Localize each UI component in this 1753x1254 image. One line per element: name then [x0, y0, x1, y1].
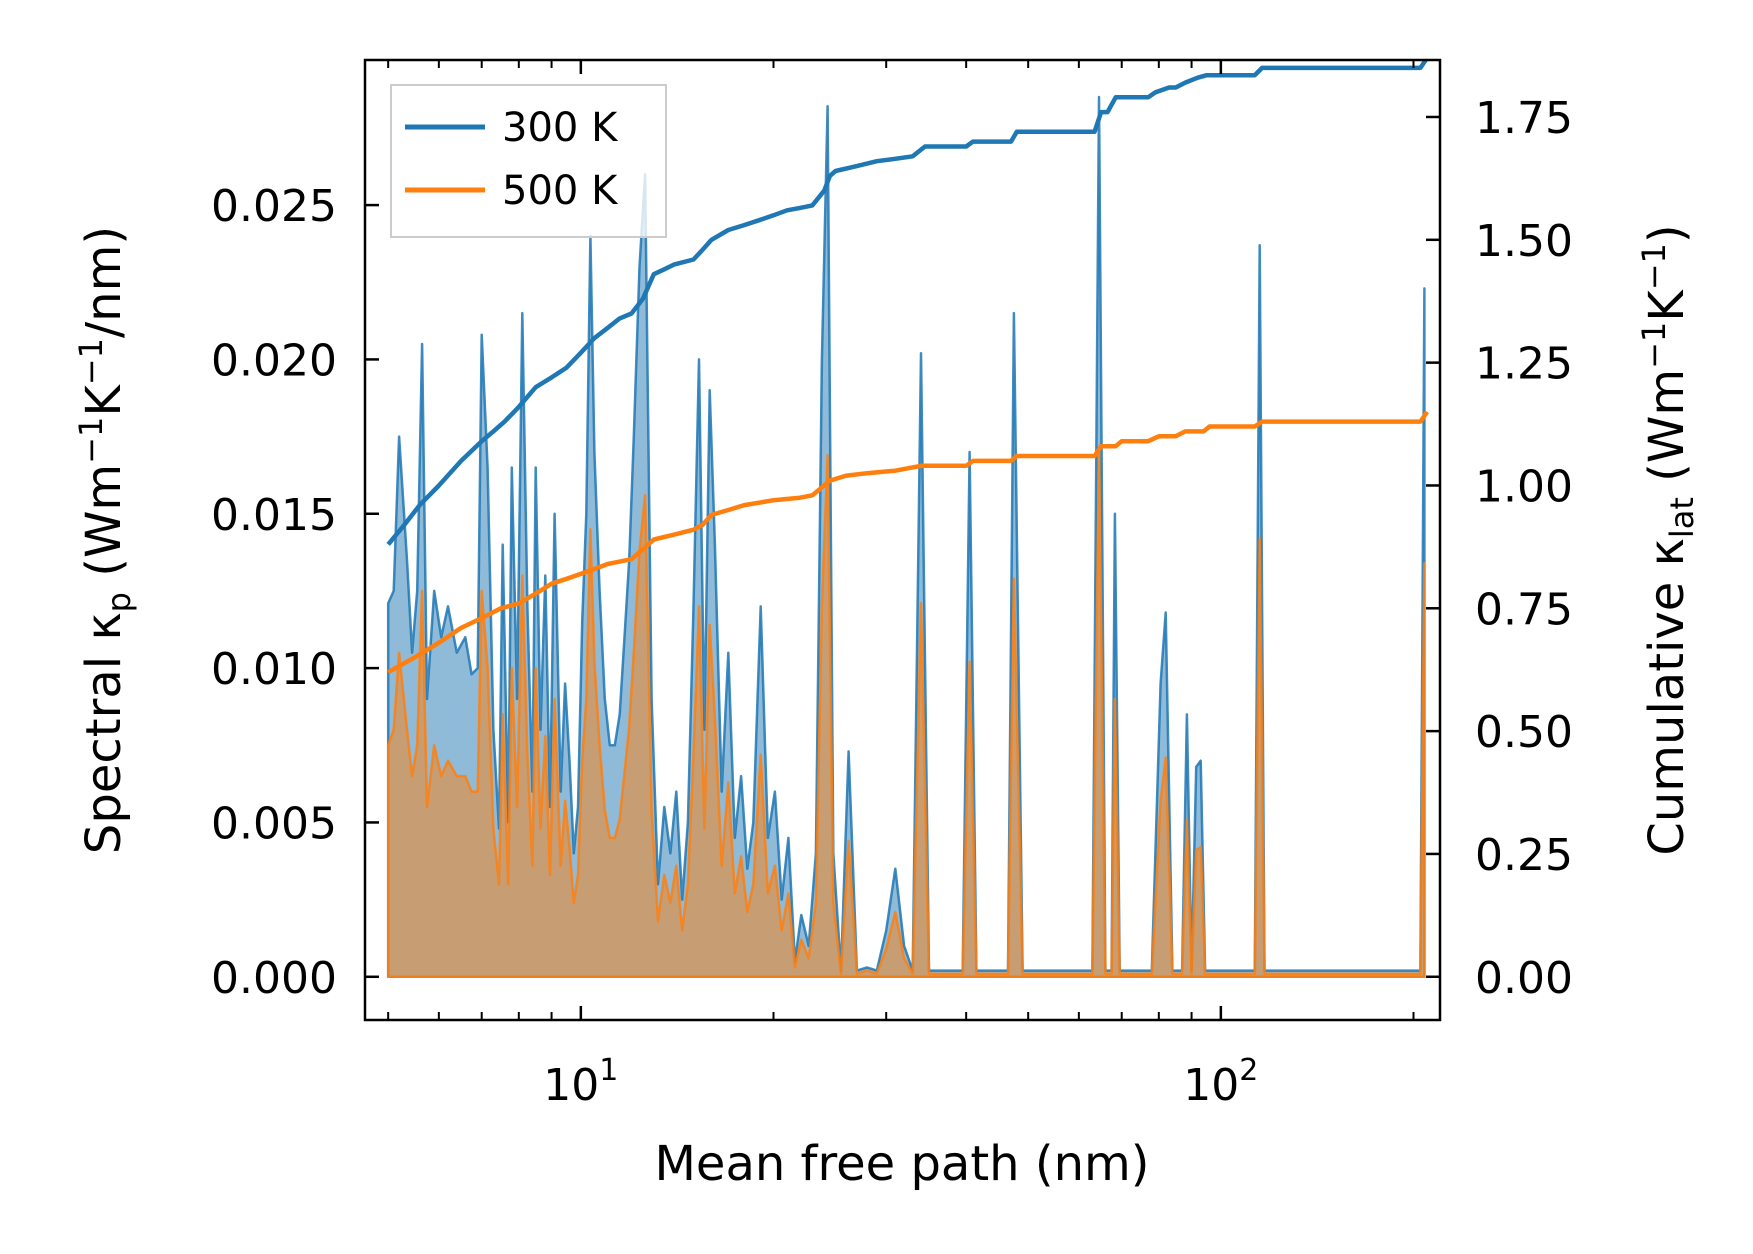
plot-frame: [363, 58, 1442, 1022]
x-tick-label: 101: [543, 1053, 618, 1111]
y-right-tick-label: 1.50: [1475, 216, 1573, 267]
y-right-tick-label: 1.75: [1475, 93, 1573, 144]
y-left-tick-label: 0.000: [211, 953, 337, 1004]
x-tick-base: 10: [543, 1060, 599, 1111]
legend-box: [390, 84, 667, 238]
y-left-tick-label: 0.015: [211, 490, 337, 541]
y-right-tick-label: 0.00: [1475, 953, 1573, 1004]
cumulative-line-500k: [387, 410, 1429, 675]
y-right-tick-label: 0.25: [1475, 830, 1573, 881]
x-tick-base: 10: [1183, 1060, 1239, 1111]
y-left-tick-label: 0.025: [211, 181, 337, 232]
y-right-tick-label: 0.75: [1475, 584, 1573, 635]
y-right-tick-label: 1.25: [1475, 339, 1573, 390]
x-tick-label: 102: [1183, 1053, 1258, 1111]
x-axis-title: Mean free path (nm): [655, 1136, 1150, 1192]
left-axis-title: Spectral κp (Wm−1K−1/nm): [72, 226, 138, 854]
spectral-areas: [386, 95, 1426, 979]
y-right-tick-label: 0.50: [1475, 707, 1573, 758]
legend: 300 K 500 K: [390, 84, 667, 238]
right-axis-title: Cumulative κlat (Wm−1K−1): [1635, 224, 1701, 855]
x-tick-exp: 1: [599, 1053, 618, 1088]
y-right-tick-label: 1.00: [1475, 461, 1573, 512]
cumulative-line-300k: [386, 60, 1429, 546]
y-left-tick-label: 0.010: [211, 644, 337, 695]
y-left-tick-label: 0.020: [211, 335, 337, 386]
spectral-area-500k: [386, 447, 1426, 979]
y-left-tick-label: 0.005: [211, 798, 337, 849]
cumulative-lines: [386, 60, 1429, 675]
axis-ticks: [365, 60, 1440, 1020]
legend-label-500k: 500 K: [502, 168, 619, 214]
legend-label-300k: 300 K: [502, 105, 619, 151]
x-tick-exp: 2: [1239, 1053, 1258, 1088]
tick-labels: 101 1020.0000.0050.0100.0150.0200.0250.00…: [211, 93, 1573, 1111]
